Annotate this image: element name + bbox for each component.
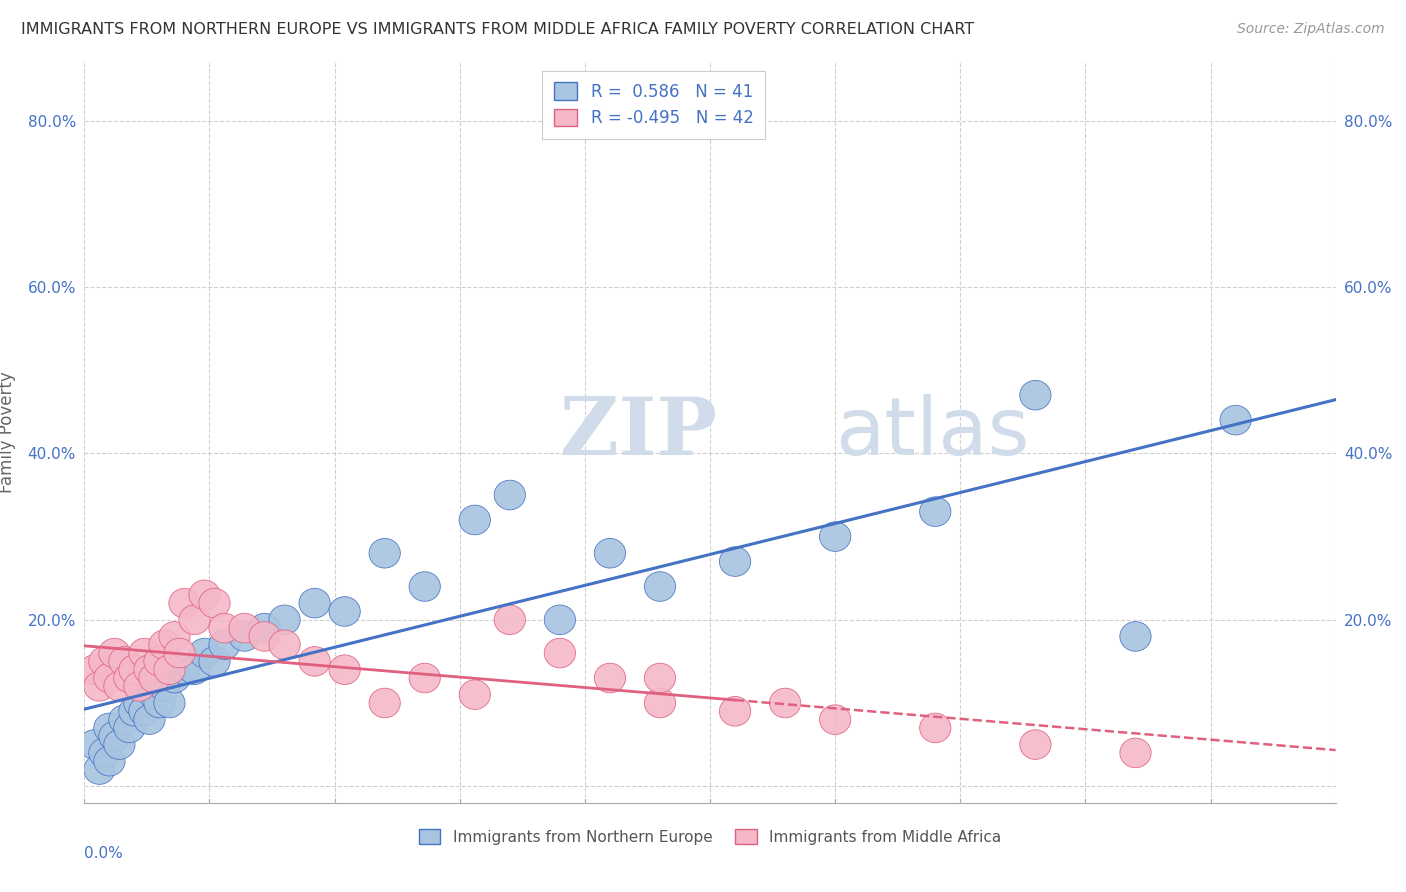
Ellipse shape bbox=[409, 572, 440, 601]
Ellipse shape bbox=[544, 605, 575, 634]
Ellipse shape bbox=[1019, 380, 1052, 410]
Ellipse shape bbox=[249, 622, 280, 651]
Ellipse shape bbox=[84, 755, 115, 784]
Ellipse shape bbox=[129, 697, 160, 726]
Ellipse shape bbox=[644, 664, 676, 693]
Ellipse shape bbox=[104, 672, 135, 701]
Ellipse shape bbox=[920, 713, 950, 743]
Ellipse shape bbox=[595, 664, 626, 693]
Ellipse shape bbox=[644, 688, 676, 718]
Text: 0.0%: 0.0% bbox=[84, 846, 124, 861]
Ellipse shape bbox=[644, 572, 676, 601]
Ellipse shape bbox=[329, 597, 360, 626]
Ellipse shape bbox=[94, 747, 125, 776]
Ellipse shape bbox=[1220, 405, 1251, 435]
Ellipse shape bbox=[104, 730, 135, 759]
Ellipse shape bbox=[595, 539, 626, 568]
Ellipse shape bbox=[134, 705, 165, 734]
Ellipse shape bbox=[134, 655, 165, 684]
Ellipse shape bbox=[118, 697, 150, 726]
Ellipse shape bbox=[124, 688, 155, 718]
Text: IMMIGRANTS FROM NORTHERN EUROPE VS IMMIGRANTS FROM MIDDLE AFRICA FAMILY POVERTY : IMMIGRANTS FROM NORTHERN EUROPE VS IMMIG… bbox=[21, 22, 974, 37]
Ellipse shape bbox=[494, 480, 526, 510]
Ellipse shape bbox=[544, 639, 575, 668]
Ellipse shape bbox=[1119, 622, 1152, 651]
Ellipse shape bbox=[179, 605, 209, 634]
Ellipse shape bbox=[114, 664, 145, 693]
Ellipse shape bbox=[299, 589, 330, 618]
Ellipse shape bbox=[198, 647, 231, 676]
Ellipse shape bbox=[820, 705, 851, 734]
Ellipse shape bbox=[118, 655, 150, 684]
Ellipse shape bbox=[139, 680, 170, 709]
Ellipse shape bbox=[209, 614, 240, 643]
Legend: Immigrants from Northern Europe, Immigrants from Middle Africa: Immigrants from Northern Europe, Immigra… bbox=[413, 822, 1007, 851]
Ellipse shape bbox=[720, 697, 751, 726]
Ellipse shape bbox=[139, 664, 170, 693]
Ellipse shape bbox=[98, 639, 129, 668]
Ellipse shape bbox=[198, 589, 231, 618]
Ellipse shape bbox=[89, 647, 120, 676]
Ellipse shape bbox=[368, 539, 401, 568]
Ellipse shape bbox=[1019, 730, 1052, 759]
Ellipse shape bbox=[108, 705, 141, 734]
Ellipse shape bbox=[153, 655, 186, 684]
Y-axis label: Family Poverty: Family Poverty bbox=[0, 372, 17, 493]
Ellipse shape bbox=[94, 664, 125, 693]
Ellipse shape bbox=[299, 647, 330, 676]
Ellipse shape bbox=[143, 647, 176, 676]
Ellipse shape bbox=[769, 688, 801, 718]
Ellipse shape bbox=[89, 738, 120, 768]
Ellipse shape bbox=[129, 639, 160, 668]
Ellipse shape bbox=[368, 688, 401, 718]
Ellipse shape bbox=[165, 639, 195, 668]
Ellipse shape bbox=[169, 655, 200, 684]
Ellipse shape bbox=[409, 664, 440, 693]
Ellipse shape bbox=[124, 672, 155, 701]
Ellipse shape bbox=[494, 605, 526, 634]
Ellipse shape bbox=[98, 722, 129, 751]
Ellipse shape bbox=[94, 713, 125, 743]
Ellipse shape bbox=[920, 497, 950, 526]
Ellipse shape bbox=[460, 680, 491, 709]
Ellipse shape bbox=[229, 614, 260, 643]
Ellipse shape bbox=[229, 622, 260, 651]
Ellipse shape bbox=[269, 605, 301, 634]
Ellipse shape bbox=[188, 580, 221, 609]
Ellipse shape bbox=[269, 630, 301, 659]
Ellipse shape bbox=[108, 647, 141, 676]
Ellipse shape bbox=[249, 614, 280, 643]
Ellipse shape bbox=[79, 730, 110, 759]
Ellipse shape bbox=[329, 655, 360, 684]
Ellipse shape bbox=[159, 664, 190, 693]
Ellipse shape bbox=[169, 589, 200, 618]
Ellipse shape bbox=[79, 655, 110, 684]
Ellipse shape bbox=[84, 672, 115, 701]
Ellipse shape bbox=[720, 547, 751, 576]
Ellipse shape bbox=[159, 622, 190, 651]
Ellipse shape bbox=[460, 505, 491, 535]
Ellipse shape bbox=[153, 688, 186, 718]
Ellipse shape bbox=[179, 655, 209, 684]
Ellipse shape bbox=[149, 672, 180, 701]
Ellipse shape bbox=[188, 639, 221, 668]
Text: ZIP: ZIP bbox=[560, 393, 717, 472]
Ellipse shape bbox=[820, 522, 851, 551]
Ellipse shape bbox=[149, 630, 180, 659]
Text: Source: ZipAtlas.com: Source: ZipAtlas.com bbox=[1237, 22, 1385, 37]
Text: atlas: atlas bbox=[835, 393, 1029, 472]
Ellipse shape bbox=[114, 713, 145, 743]
Ellipse shape bbox=[209, 630, 240, 659]
Ellipse shape bbox=[1119, 738, 1152, 768]
Ellipse shape bbox=[143, 688, 176, 718]
